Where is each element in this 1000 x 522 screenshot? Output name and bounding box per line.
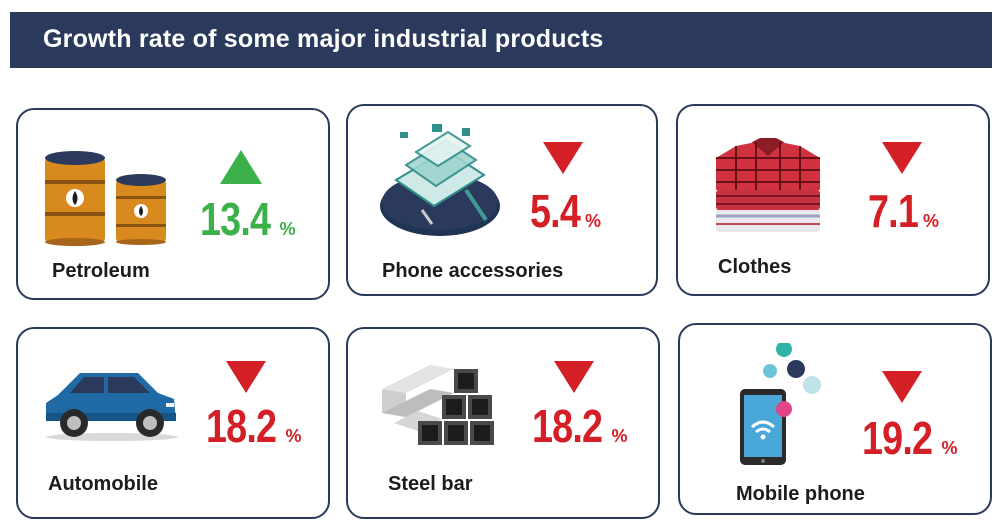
product-name: Automobile xyxy=(48,473,158,495)
growth-value: 18.2% xyxy=(206,399,302,453)
percent-sign: % xyxy=(584,211,601,231)
growth-value: 19.2% xyxy=(862,411,958,465)
percent-sign: % xyxy=(922,211,939,231)
product-card-clothes: 7.1% Clothes xyxy=(676,104,990,296)
car-icon xyxy=(46,373,178,441)
shirt-stack-icon xyxy=(716,138,820,232)
growth-number: 19.2 xyxy=(862,412,933,464)
page-title: Growth rate of some major industrial pro… xyxy=(43,25,604,53)
growth-value: 5.4% xyxy=(530,184,601,238)
product-name: Steel bar xyxy=(388,473,473,495)
title-banner: Growth rate of some major industrial pro… xyxy=(10,12,992,68)
percent-sign: % xyxy=(611,426,628,446)
product-name: Phone accessories xyxy=(382,260,564,282)
growth-value: 18.2% xyxy=(532,399,628,453)
steel-bars-icon xyxy=(382,365,494,445)
growth-number: 18.2 xyxy=(532,400,603,452)
growth-value: 13.4% xyxy=(200,192,296,246)
oil-barrels-icon xyxy=(45,151,166,246)
product-name: Clothes xyxy=(718,256,792,278)
growth-value: 7.1% xyxy=(868,184,939,238)
product-card-steel-bar: 18.2% Steel bar xyxy=(346,327,660,519)
product-card-petroleum: 13.4% Petroleum xyxy=(16,108,330,300)
circuit-board-icon xyxy=(380,124,500,236)
product-name: Mobile phone xyxy=(736,483,865,505)
growth-number: 18.2 xyxy=(206,400,277,452)
growth-number: 13.4 xyxy=(200,193,271,245)
smartphone-icon xyxy=(740,343,821,465)
product-card-mobile-phone: 19.2% Mobile phone xyxy=(678,323,992,515)
trend-down-arrow xyxy=(554,361,594,393)
product-card-automobile: 18.2% Automobile xyxy=(16,327,330,519)
percent-sign: % xyxy=(941,438,958,458)
product-card-phone-accessories: 5.4% Phone accessories xyxy=(346,104,658,296)
percent-sign: % xyxy=(279,219,296,239)
product-name: Petroleum xyxy=(52,260,150,282)
trend-down-arrow xyxy=(882,371,922,403)
growth-number: 5.4 xyxy=(530,185,581,237)
trend-up-arrow xyxy=(220,150,262,184)
percent-sign: % xyxy=(285,426,302,446)
trend-down-arrow xyxy=(882,142,922,174)
trend-down-arrow xyxy=(543,142,583,174)
growth-number: 7.1 xyxy=(868,185,919,237)
trend-down-arrow xyxy=(226,361,266,393)
